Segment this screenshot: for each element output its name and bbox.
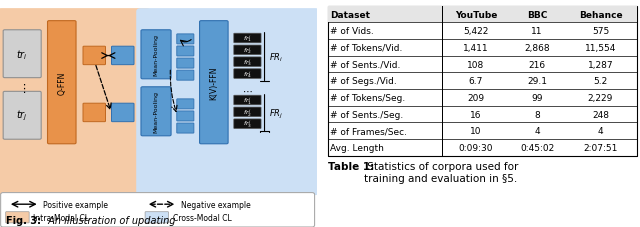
- Text: Mean-Pooling: Mean-Pooling: [154, 91, 159, 133]
- Text: $fr_3^i$: $fr_3^i$: [243, 57, 252, 68]
- Text: 99: 99: [531, 94, 543, 102]
- Text: 11: 11: [531, 27, 543, 36]
- Text: # of Segs./Vid.: # of Segs./Vid.: [330, 77, 397, 86]
- Text: 11,554: 11,554: [585, 44, 616, 53]
- Text: 216: 216: [529, 60, 546, 69]
- Text: 2,229: 2,229: [588, 94, 613, 102]
- Text: Avg. Length: Avg. Length: [330, 143, 384, 152]
- Text: 108: 108: [467, 60, 484, 69]
- Text: $FR_j$: $FR_j$: [269, 107, 284, 120]
- FancyBboxPatch shape: [6, 212, 29, 223]
- Text: $FR_i$: $FR_i$: [269, 51, 284, 64]
- Text: 5.2: 5.2: [593, 77, 607, 86]
- Text: 4: 4: [598, 127, 604, 136]
- Text: 0:09:30: 0:09:30: [459, 143, 493, 152]
- Text: 1,287: 1,287: [588, 60, 613, 69]
- Text: 1,411: 1,411: [463, 44, 489, 53]
- FancyBboxPatch shape: [177, 111, 194, 121]
- FancyBboxPatch shape: [234, 96, 261, 105]
- Text: Behance: Behance: [579, 11, 622, 20]
- Text: 29.1: 29.1: [527, 77, 547, 86]
- Text: 248: 248: [592, 110, 609, 119]
- Text: # of Frames/Sec.: # of Frames/Sec.: [330, 127, 407, 136]
- FancyBboxPatch shape: [234, 58, 261, 67]
- FancyBboxPatch shape: [111, 47, 134, 65]
- Text: $\cdots$: $\cdots$: [242, 86, 253, 96]
- Text: $fr_2^j$: $fr_2^j$: [243, 107, 252, 118]
- Text: Cross-Modal CL: Cross-Modal CL: [173, 213, 232, 222]
- Text: Dataset: Dataset: [330, 11, 370, 20]
- FancyBboxPatch shape: [3, 92, 41, 140]
- Text: 2:07:51: 2:07:51: [583, 143, 618, 152]
- Text: Table 1:: Table 1:: [328, 162, 374, 172]
- Text: 8: 8: [534, 110, 540, 119]
- FancyBboxPatch shape: [111, 104, 134, 122]
- Text: 2,868: 2,868: [524, 44, 550, 53]
- FancyBboxPatch shape: [234, 69, 261, 79]
- Text: 4: 4: [534, 127, 540, 136]
- FancyBboxPatch shape: [136, 9, 320, 195]
- Text: $fr_2^i$: $fr_2^i$: [243, 45, 252, 56]
- Text: 575: 575: [592, 27, 609, 36]
- Text: $fr_1^i$: $fr_1^i$: [243, 33, 252, 44]
- Text: # of Vids.: # of Vids.: [330, 27, 374, 36]
- FancyBboxPatch shape: [234, 108, 261, 117]
- Text: # of Tokens/Seg.: # of Tokens/Seg.: [330, 94, 406, 102]
- FancyBboxPatch shape: [177, 123, 194, 133]
- FancyBboxPatch shape: [141, 87, 171, 136]
- Text: Negative example: Negative example: [180, 200, 250, 209]
- Text: 16: 16: [470, 110, 482, 119]
- FancyBboxPatch shape: [234, 119, 261, 129]
- Text: Mean-Pooling: Mean-Pooling: [154, 34, 159, 76]
- FancyBboxPatch shape: [177, 71, 194, 81]
- Text: # of Sents./Seg.: # of Sents./Seg.: [330, 110, 403, 119]
- FancyBboxPatch shape: [0, 9, 150, 195]
- Bar: [328, 7, 637, 156]
- Text: 10: 10: [470, 127, 482, 136]
- Text: # of Sents./Vid.: # of Sents./Vid.: [330, 60, 401, 69]
- Text: Positive example: Positive example: [43, 200, 108, 209]
- Text: $fr_4^i$: $fr_4^i$: [243, 69, 252, 80]
- Text: 209: 209: [467, 94, 484, 102]
- Text: Intra-Modal CL: Intra-Modal CL: [33, 213, 89, 222]
- FancyBboxPatch shape: [145, 212, 168, 223]
- Text: $tr_i$: $tr_i$: [17, 48, 28, 61]
- FancyBboxPatch shape: [177, 99, 194, 109]
- Text: # of Tokens/Vid.: # of Tokens/Vid.: [330, 44, 403, 53]
- FancyBboxPatch shape: [1, 193, 315, 227]
- Text: $tr_j$: $tr_j$: [17, 109, 28, 123]
- FancyBboxPatch shape: [234, 46, 261, 55]
- FancyBboxPatch shape: [234, 34, 261, 44]
- FancyBboxPatch shape: [177, 35, 194, 45]
- FancyBboxPatch shape: [200, 22, 228, 144]
- Text: BBC: BBC: [527, 11, 547, 20]
- Text: K(V)-FFN: K(V)-FFN: [209, 66, 218, 99]
- FancyBboxPatch shape: [47, 22, 76, 144]
- Text: $\vdots$: $\vdots$: [18, 82, 26, 95]
- FancyBboxPatch shape: [177, 47, 194, 57]
- Text: 0:45:02: 0:45:02: [520, 143, 554, 152]
- Text: Statistics of corpora used for
training and evaluation in §5.: Statistics of corpora used for training …: [364, 162, 518, 183]
- FancyBboxPatch shape: [83, 47, 106, 65]
- Text: 5,422: 5,422: [463, 27, 489, 36]
- Text: YouTube: YouTube: [455, 11, 497, 20]
- Text: Q-FFN: Q-FFN: [57, 71, 67, 94]
- Text: An illustration of updating: An illustration of updating: [42, 215, 175, 225]
- FancyBboxPatch shape: [83, 104, 106, 122]
- FancyBboxPatch shape: [141, 31, 171, 79]
- Text: $fr_3^j$: $fr_3^j$: [243, 118, 252, 130]
- Text: Fig. 3:: Fig. 3:: [6, 215, 42, 225]
- Text: $fr_1^j$: $fr_1^j$: [243, 95, 252, 106]
- Bar: [328, 7, 637, 23]
- Text: 6.7: 6.7: [469, 77, 483, 86]
- FancyBboxPatch shape: [3, 31, 41, 78]
- FancyBboxPatch shape: [177, 59, 194, 69]
